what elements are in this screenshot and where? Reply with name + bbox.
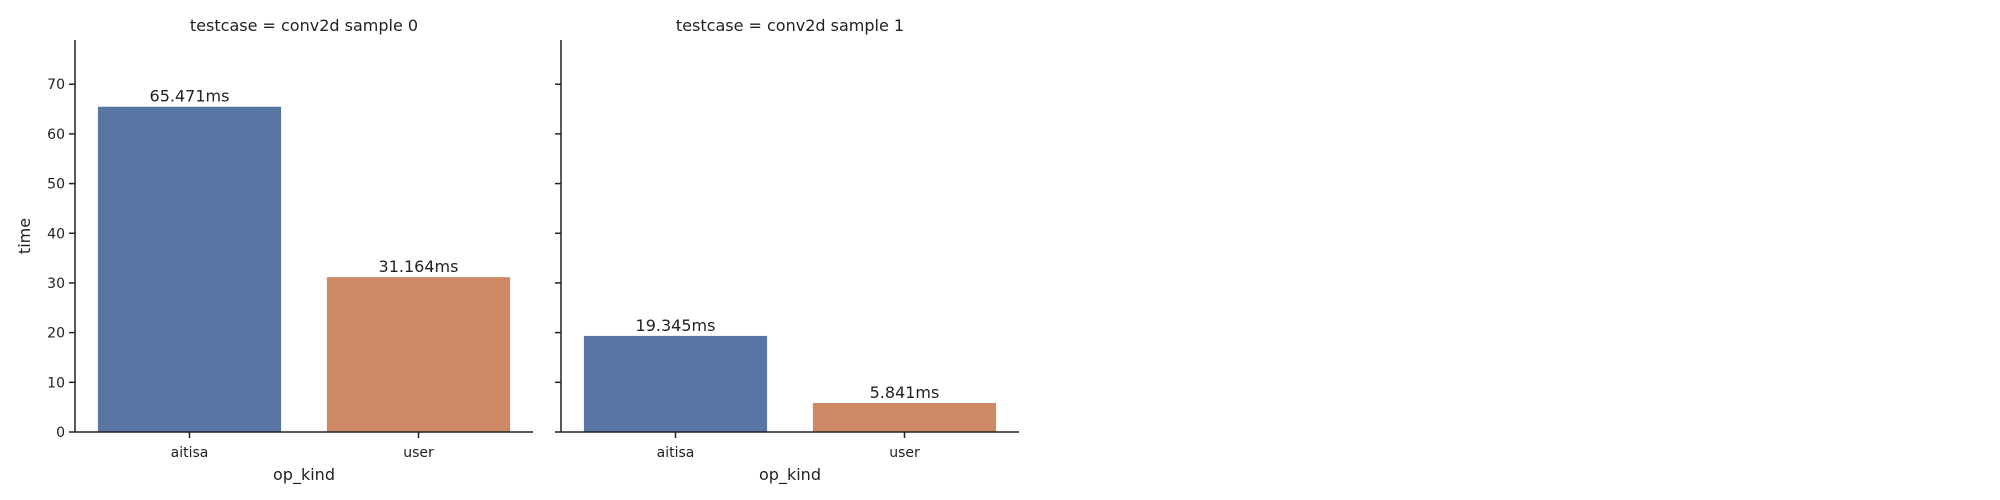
y-tick-label: 60 (47, 127, 65, 143)
x-tick-label-aitisa: aitisa (657, 445, 695, 461)
y-axis-title: time (15, 218, 34, 254)
x-axis-title: op_kind (273, 465, 335, 485)
panel-title: testcase = conv2d sample 0 (190, 16, 418, 35)
chart-panel-conv2d-sample-0: testcase = conv2d sample 0 65.471ms 31.164… (15, 16, 533, 485)
bar-aitisa (583, 335, 768, 432)
panel-title: testcase = conv2d sample 1 (676, 16, 904, 35)
data-label-user: 5.841ms (870, 383, 940, 402)
x-tick-label-user: user (403, 445, 434, 461)
data-label-user: 31.164ms (379, 257, 459, 276)
chart-panel-conv2d-sample-1: testcase = conv2d sample 1 19.345ms 5.841m… (555, 16, 1019, 485)
x-tick-label-user: user (889, 445, 920, 461)
bar-user (326, 277, 511, 432)
y-tick-label: 0 (56, 425, 65, 441)
bar-aitisa (97, 106, 282, 433)
y-tick-label: 70 (47, 77, 65, 93)
bar-user (812, 402, 997, 432)
data-label-aitisa: 19.345ms (636, 316, 716, 335)
y-tick-label: 30 (47, 276, 65, 292)
data-label-aitisa: 65.471ms (150, 87, 230, 106)
y-tick-label: 40 (47, 226, 65, 242)
y-tick-label: 50 (47, 177, 65, 193)
x-tick-label-aitisa: aitisa (171, 445, 209, 461)
x-axis-title: op_kind (759, 465, 821, 485)
y-tick-label: 10 (47, 375, 65, 391)
y-tick-label: 20 (47, 326, 65, 342)
